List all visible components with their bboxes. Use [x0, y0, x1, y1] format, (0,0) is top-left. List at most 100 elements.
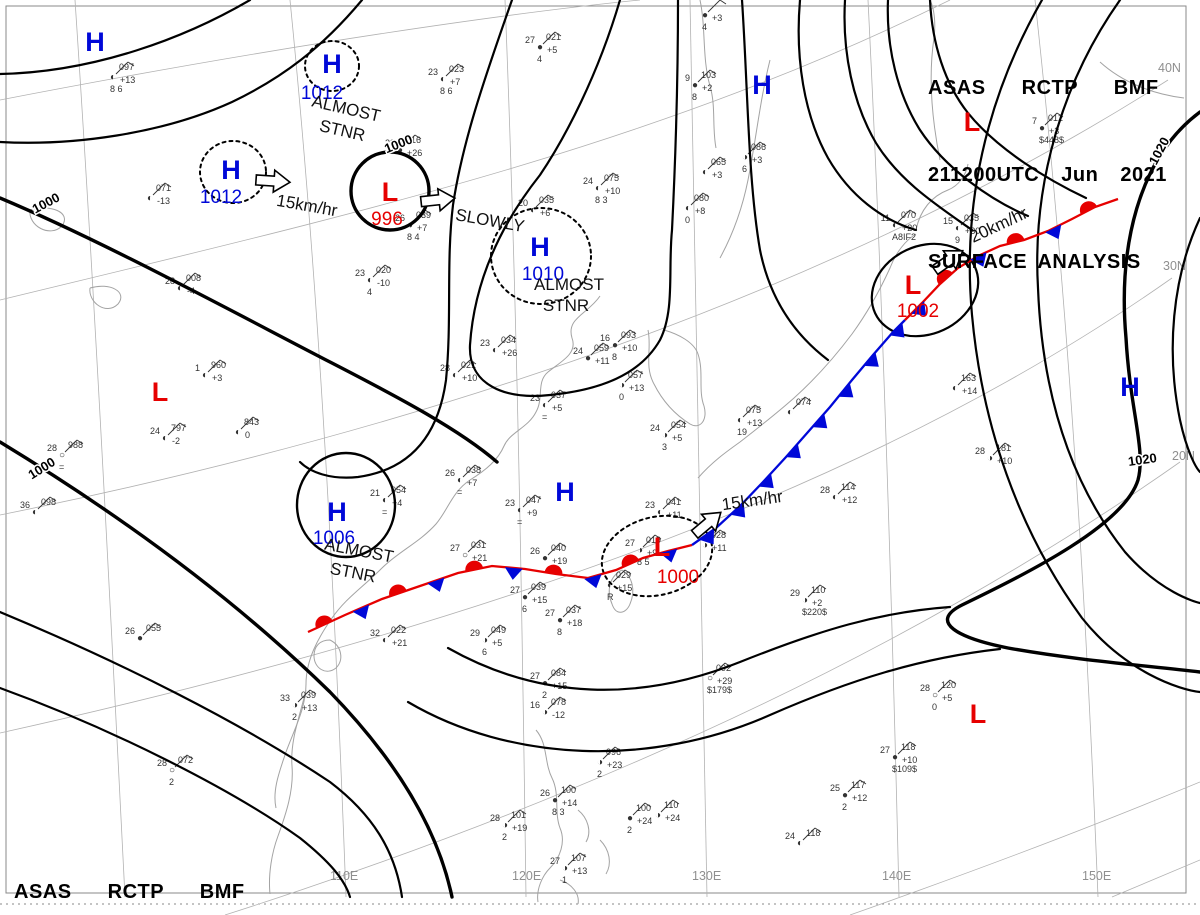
wind-barb — [182, 272, 202, 286]
station-tendency: +13 — [302, 703, 317, 713]
high-pressure-center: H — [530, 232, 550, 262]
station-tendency: +24 — [637, 816, 652, 826]
station-tendency: +4 — [392, 498, 402, 508]
isobar-value-label: 1000 — [30, 190, 63, 217]
wind-barb — [660, 799, 680, 813]
station-symbol: ◐ — [607, 580, 613, 591]
wind-barb — [897, 209, 917, 223]
station-plot: ●27 037 +18 8 — [545, 604, 582, 637]
station-pressure: 093 — [621, 330, 636, 340]
station-symbol: ● — [702, 10, 708, 21]
coastline — [1099, 61, 1185, 99]
wind-barb — [557, 784, 577, 798]
station-tendency: +10 — [622, 343, 637, 353]
station-temperature: 28 — [820, 485, 830, 495]
coastline — [535, 729, 563, 903]
station-tendency: -10 — [377, 278, 390, 288]
coastline — [313, 639, 342, 672]
station-pressure: 040 — [551, 543, 566, 553]
station-temperature: 24 — [150, 426, 160, 436]
station-tendency: +14 — [562, 798, 577, 808]
station-plot: ●24 059 +11 — [573, 342, 610, 366]
station-plot: ○092+29$179$ — [707, 662, 732, 695]
pressure-center-value: 1012 — [301, 83, 343, 104]
longitude-line — [1034, 0, 1099, 898]
coastline — [647, 329, 706, 427]
station-tendency: +19 — [512, 823, 527, 833]
station-pressure: 084 — [551, 668, 566, 678]
station-weather: 2 — [627, 825, 632, 835]
station-plot: ◐097 +138 6 — [110, 61, 135, 94]
station-pressure: 054 — [391, 485, 406, 495]
isobar-closed — [349, 150, 431, 232]
wind-barb — [64, 439, 84, 453]
station-tendency: +7 — [417, 223, 427, 233]
motion-annotation: STNR — [329, 559, 378, 586]
station-symbol: ◐ — [110, 72, 116, 83]
station-temperature: 24 — [573, 346, 583, 356]
movement-arrow-icon — [254, 168, 292, 194]
station-tendency: +13 — [572, 866, 587, 876]
station-pressure: 163 — [961, 373, 976, 383]
station-tendency: +5 — [672, 433, 682, 443]
station-plot: ◐23 023 +78 6 — [428, 63, 465, 96]
station-symbol: ◑ — [482, 635, 488, 646]
station-tendency: +15 — [617, 583, 632, 593]
station-temperature: 28 — [440, 363, 450, 373]
station-pressure: 049 — [491, 625, 506, 635]
station-plot: ◐23 047 +9 = — [505, 494, 542, 527]
wind-barb — [142, 622, 162, 636]
station-plot: ◑110 +24 — [655, 799, 680, 823]
station-tendency: +3 — [1049, 126, 1059, 136]
station-plot: ◑28 101 +19 2 — [490, 809, 527, 842]
station-symbol: ● — [557, 615, 563, 626]
station-tendency: +3 — [752, 155, 762, 165]
wind-barb — [562, 604, 582, 618]
station-temperature: 23 — [480, 338, 490, 348]
isobar — [0, 686, 352, 899]
station-weather: 2 — [169, 777, 174, 787]
wind-barb — [115, 61, 135, 75]
graticule-label: 140E — [882, 869, 911, 883]
station-temperature: 27 — [530, 671, 540, 681]
station-temperature: 24 — [785, 831, 795, 841]
graticule-label: 120E — [512, 869, 541, 883]
wind-barb — [372, 264, 392, 278]
station-tendency: +12 — [852, 793, 867, 803]
coastline — [697, 233, 917, 479]
station-temperature: 23 — [530, 393, 540, 403]
station-pressure: 110 — [664, 800, 678, 810]
isobar — [406, 647, 1002, 753]
isobar — [928, 0, 1088, 200]
station-pressure: 100 — [636, 803, 651, 813]
station-temperature: 28 — [47, 443, 57, 453]
cold-front-marker — [812, 413, 828, 429]
station-symbol: ◑ — [562, 863, 568, 874]
station-weather: 8 — [557, 627, 562, 637]
station-pressure: 107 — [571, 853, 586, 863]
wind-barb — [624, 369, 644, 383]
wind-barb — [792, 396, 812, 410]
station-pressure: 070 — [901, 210, 916, 220]
station-weather: $448$ — [1039, 135, 1064, 145]
station-temperature: 23 — [428, 67, 438, 77]
high-pressure-center: H — [85, 27, 105, 57]
station-weather: 2 — [292, 712, 297, 722]
station-plot: ○27 031 +21 — [450, 539, 487, 563]
station-pressure: 021 — [546, 32, 561, 42]
station-plot: ◐080 +8 0 — [685, 192, 710, 225]
wind-barb — [612, 569, 632, 583]
wind-barb — [167, 422, 187, 436]
pressure-area-dashed-circle — [304, 40, 360, 92]
isobar-closed — [295, 451, 397, 559]
station-weather: 6 — [482, 647, 487, 657]
station-tendency: +21 — [472, 553, 487, 563]
station-symbol: ◑ — [702, 540, 708, 551]
station-weather: $179$ — [707, 685, 732, 695]
station-plot: ◐26 038 +7 = — [445, 464, 482, 497]
isobar — [843, 0, 974, 232]
high-pressure-center: H — [322, 49, 342, 79]
